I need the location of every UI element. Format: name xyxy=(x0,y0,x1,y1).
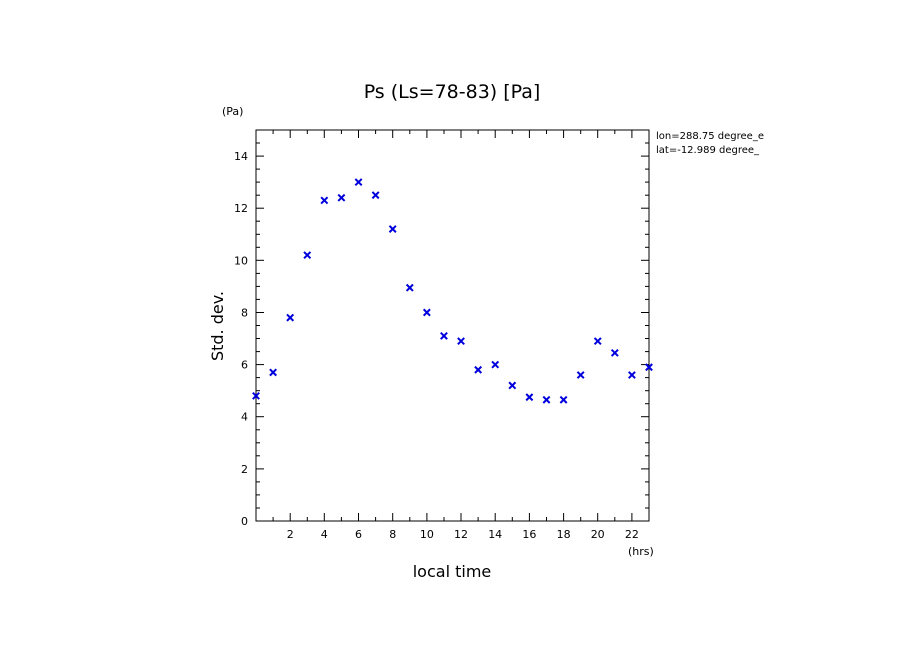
data-point xyxy=(576,371,585,379)
x-tick-label: 10 xyxy=(420,528,434,541)
y-tick-label: 2 xyxy=(241,463,248,476)
data-point xyxy=(508,381,517,390)
x-tick-label: 4 xyxy=(321,528,328,541)
data-point xyxy=(610,348,619,357)
x-tick-label: 6 xyxy=(355,528,362,541)
data-point xyxy=(371,191,380,200)
x-tick-label: 16 xyxy=(522,528,536,541)
data-point xyxy=(457,337,465,346)
data-point xyxy=(252,391,260,400)
chart-title: Ps (Ls=78-83) [Pa] xyxy=(364,81,541,103)
y-unit-label: (Pa) xyxy=(222,105,243,118)
y-tick-label: 12 xyxy=(234,202,248,215)
x-tick-label: 14 xyxy=(488,528,502,541)
y-axis-ticks: 0 2 4 6 8 10 12 14 xyxy=(234,150,649,528)
x-tick-label: 18 xyxy=(557,528,571,541)
data-point xyxy=(388,225,397,233)
x-tick-label: 20 xyxy=(591,528,605,541)
y-tick-label: 8 xyxy=(241,307,248,320)
y-tick-label: 0 xyxy=(241,515,248,528)
plot-frame xyxy=(255,129,650,522)
data-point xyxy=(525,393,534,402)
data-point xyxy=(337,193,346,202)
data-point xyxy=(559,395,568,404)
data-point xyxy=(491,360,500,369)
y-tick-label: 4 xyxy=(241,411,248,424)
data-points xyxy=(252,178,653,404)
y-axis-label: Std. dev. xyxy=(208,291,227,361)
x-tick-label: 2 xyxy=(287,528,294,541)
x-axis-label: local time xyxy=(413,562,492,581)
data-point xyxy=(474,365,483,374)
minor-ticks xyxy=(256,130,649,521)
annotation-lat: lat=-12.989 degree_ xyxy=(656,145,760,156)
data-point xyxy=(405,283,414,292)
data-point xyxy=(286,313,295,322)
x-tick-label: 22 xyxy=(625,528,639,541)
data-point xyxy=(269,368,277,377)
annotation-lon: lon=288.75 degree_e xyxy=(656,131,764,142)
data-point xyxy=(320,196,329,205)
data-point xyxy=(542,395,551,404)
x-axis-ticks: 2 4 6 8 10 12 14 16 18 20 22 xyxy=(287,130,639,541)
y-tick-label: 6 xyxy=(241,359,248,372)
data-point xyxy=(303,251,312,260)
x-tick-label: 12 xyxy=(454,528,468,541)
data-point xyxy=(593,337,602,346)
data-point xyxy=(354,178,363,187)
x-tick-label: 8 xyxy=(389,528,396,541)
data-point xyxy=(440,332,448,340)
x-unit-label: (hrs) xyxy=(628,545,654,558)
data-point xyxy=(422,308,431,317)
data-point xyxy=(645,363,653,372)
y-tick-label: 14 xyxy=(234,150,248,163)
y-tick-label: 10 xyxy=(234,254,248,267)
data-point xyxy=(628,371,636,379)
